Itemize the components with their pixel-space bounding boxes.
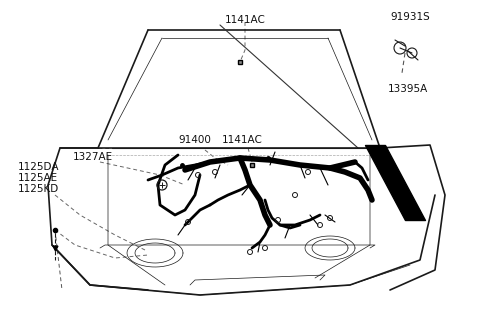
- Text: 1125KD: 1125KD: [18, 184, 59, 194]
- Text: 1125AE: 1125AE: [18, 173, 58, 183]
- Text: 91931S: 91931S: [390, 12, 430, 22]
- Text: 1125DA: 1125DA: [18, 162, 60, 172]
- Text: 1327AE: 1327AE: [73, 152, 113, 162]
- Text: 91400: 91400: [179, 135, 211, 145]
- Text: 1141AC: 1141AC: [222, 135, 263, 145]
- Text: 1141AC: 1141AC: [225, 15, 265, 25]
- Text: 13395A: 13395A: [388, 84, 428, 94]
